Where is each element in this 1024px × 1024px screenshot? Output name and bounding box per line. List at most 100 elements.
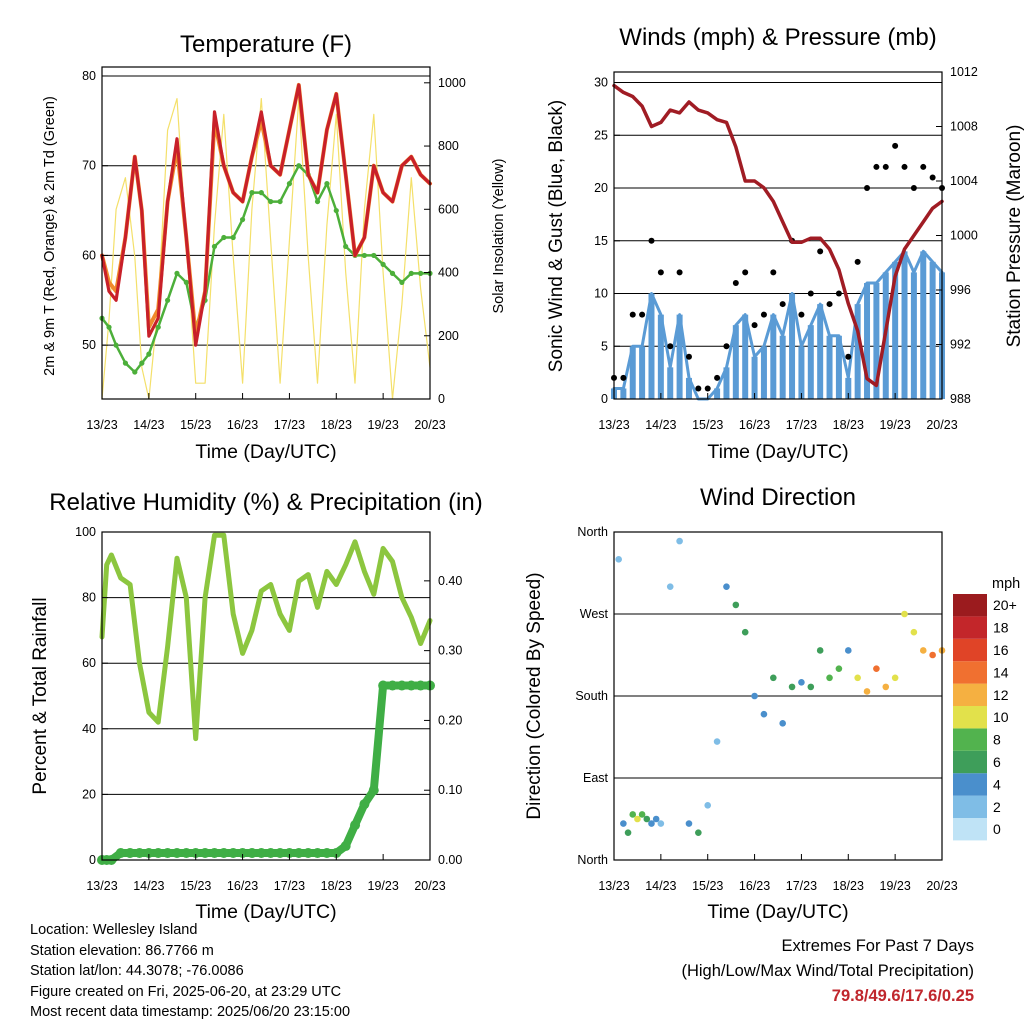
legend-swatch [953,661,987,684]
precip-point [209,848,220,859]
temperature-xlabel: Time (Day/UTC) [195,441,336,463]
precip-point [340,841,351,852]
y-tick-label: East [583,771,609,785]
gust-point [657,269,664,276]
legend-swatch [953,773,987,796]
station-elevation: Station elevation: 86.7766 m [30,942,214,959]
x-tick-label: 16/23 [227,879,258,893]
plot-frame [613,71,943,400]
precip-point [228,848,239,859]
legend-label: 12 [993,687,1009,703]
x-tick-label: 15/23 [692,879,723,893]
x-tick-label: 20/23 [414,879,445,893]
direction-point [826,674,833,682]
precip-point [331,848,342,859]
gust-point [639,311,646,318]
legend-label: 20+ [993,597,1017,613]
gust-point [910,185,917,192]
x-tick-label: 19/23 [880,879,911,893]
temp-9m-line [100,82,432,339]
gust-point [742,269,749,276]
y-right-tick-label: 1000 [950,229,978,243]
legend-label: 18 [993,620,1009,636]
y-tick-label: 80 [82,591,96,605]
direction-point [929,651,936,659]
gust-point [620,374,627,381]
humidity-title: Relative Humidity (%) & Precipitation (i… [49,489,482,516]
dewpoint-line [100,164,432,374]
x-tick-label: 13/23 [86,879,117,893]
wind-direction-title: Wind Direction [700,484,856,511]
direction-point [676,537,683,545]
direction-point [624,829,632,836]
precip-point [246,848,257,859]
gust-point [685,353,692,360]
direction-point [704,802,712,809]
direction-point [657,820,665,827]
gust-point [920,163,927,170]
gust-point [835,290,842,297]
y-tick-label: 15 [594,234,608,248]
direction-point [891,674,899,682]
y-right-tick-label: 800 [438,139,459,153]
legend-label: 0 [993,821,1001,837]
legend-swatch [953,594,987,617]
x-tick-label: 17/23 [786,418,817,432]
y-tick-label: 20 [594,181,608,195]
y-right-tick-label: 200 [438,329,459,343]
gust-point [714,374,721,381]
station-info: Location: Wellesley Island Station eleva… [30,920,350,1023]
precip-point [125,848,136,859]
x-tick-label: 14/23 [133,879,164,893]
precip-point [284,848,295,859]
direction-point [844,647,852,654]
y-tick-label: North [577,525,608,539]
y-tick-label: 25 [594,128,608,142]
gust-point [873,163,880,170]
precip-point [200,848,211,859]
gust-point [779,301,786,308]
legend-swatch [953,818,987,841]
direction-point [634,815,641,823]
extremes-subtitle: (High/Low/Max Wind/Total Precipitation) [681,962,974,980]
x-tick-label: 17/23 [274,418,305,432]
x-tick-label: 20/23 [926,879,957,893]
direction-point [910,628,918,636]
direction-point [652,815,660,823]
direction-point [901,610,908,618]
extremes-title: Extremes For Past 7 Days [781,937,974,955]
gust-point [798,311,805,318]
station-latlon: Station lat/lon: 44.3078; -76.0086 [30,963,244,980]
legend-swatch [953,638,987,662]
direction-point [760,710,768,718]
humidity-line [99,532,433,742]
gust-point [667,343,674,350]
y-right-tick-label: 400 [438,266,459,280]
gust-point [807,290,814,297]
precip-point [396,680,407,691]
direction-point [798,679,805,686]
precip-point [293,848,304,859]
gust-point [817,248,824,255]
x-tick-label: 19/23 [368,418,399,432]
y-tick-label: 100 [75,525,96,539]
legend-swatch [953,616,987,639]
y-tick-label: 80 [82,69,96,83]
temp-2m-line [100,83,432,347]
pressure-line [612,83,944,388]
y-tick-label: 5 [601,339,608,353]
x-tick-label: 18/23 [833,879,864,893]
precip-point [359,799,370,810]
temperature-ylabel: 2m & 9m T (Red, Orange) & 2m Td (Green) [42,96,58,376]
y-tick-label: 0 [601,392,608,406]
legend-swatch [953,728,987,751]
plot-frame [101,531,431,861]
direction-point [770,674,777,682]
x-tick-label: 14/23 [133,418,164,432]
y-right-tick-label: 1000 [438,76,466,90]
gust-point [648,237,655,244]
wind-direction-xlabel: Time (Day/UTC) [707,901,848,923]
wind-direction-ylabel: Direction (Colored By Speed) [524,572,545,819]
